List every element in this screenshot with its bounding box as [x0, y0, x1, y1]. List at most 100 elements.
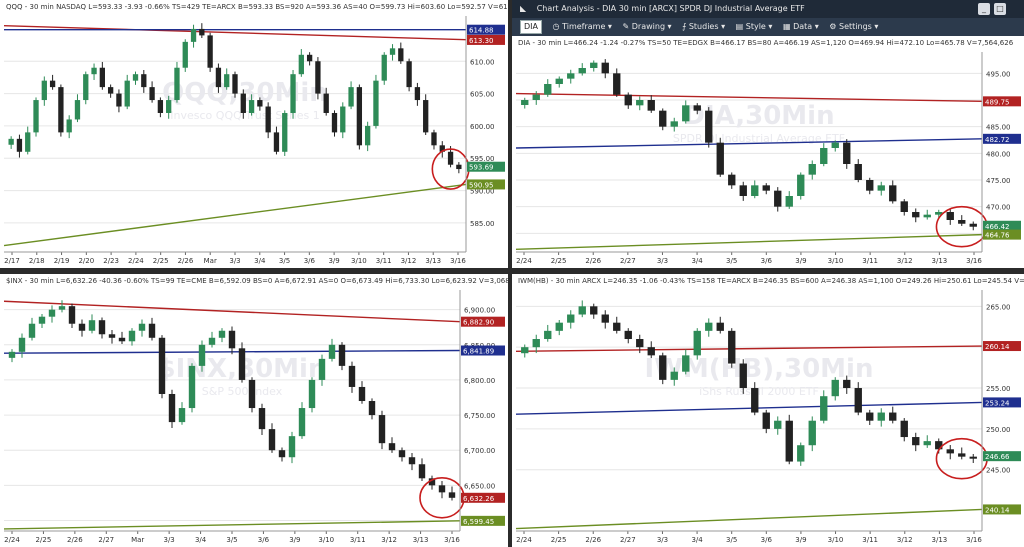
- dia-candle-body: [682, 105, 690, 122]
- qqq-candle-body: [141, 74, 147, 88]
- qqq-candle-body: [190, 28, 197, 42]
- dia-price-tag: [983, 96, 1021, 107]
- dia-candle-body: [751, 185, 759, 196]
- dia-chart-svg[interactable]: 465.00470.00475.00480.00485.00490.00495.…: [512, 0, 1024, 268]
- qqq-candle-body: [116, 93, 122, 107]
- iwm-chart-svg[interactable]: 245.00250.00255.00260.00265.00IWM(HB),30…: [512, 274, 1024, 547]
- spx-candle-body: [38, 316, 46, 324]
- iwm-ytick-label: 265.00: [986, 303, 1011, 311]
- iwm-candle-body: [820, 396, 828, 421]
- minimize-button[interactable]: _: [978, 3, 990, 15]
- qqq-candle-body: [207, 35, 213, 68]
- iwm-candle-body: [578, 306, 586, 315]
- iwm-xtick-label: 3/3: [657, 536, 668, 544]
- qqq-ytick-label: 590.00: [470, 188, 495, 196]
- dia-xtick-label: 3/13: [932, 257, 948, 265]
- iwm-watermark: IWM(HB),30Min: [645, 354, 874, 384]
- iwm-candle-body: [831, 379, 839, 397]
- dia-xtick-label: 2/26: [585, 257, 601, 265]
- spx-candle-body: [368, 401, 376, 416]
- dia-candle-body: [532, 94, 540, 100]
- spx-candle-body: [398, 450, 406, 458]
- qqq-xtick-label: 3/13: [425, 257, 441, 265]
- spx-ma-red-line: [3, 300, 461, 323]
- toolbar-data-label: Data: [793, 22, 813, 31]
- qqq-candle-body: [199, 28, 205, 36]
- qqq-candle-body: [240, 93, 246, 113]
- dia-candle-body: [866, 180, 874, 191]
- toolbar-drawing-label: Drawing: [631, 22, 666, 31]
- spx-candle-body: [248, 379, 256, 409]
- dia-candle-body: [831, 142, 839, 148]
- qqq-candle-body: [315, 61, 321, 94]
- iwm-price-tag-label: 246.66: [985, 453, 1010, 461]
- qqq-candle-body: [414, 87, 421, 101]
- qqq-candle-body: [398, 48, 404, 62]
- iwm-candle-body: [877, 412, 885, 421]
- spx-candle-body: [198, 344, 206, 366]
- qqq-ytick-label: 585.00: [470, 220, 495, 228]
- dia-chart-window[interactable]: ◣ Chart Analysis - DIA 30 min [ARCX] SPD…: [512, 0, 1024, 268]
- spx-chart-svg[interactable]: 6,600.006,650.006,700.006,750.006,800.00…: [0, 274, 508, 547]
- spx-candle-body: [158, 337, 166, 394]
- qqq-xtick-label: Mar: [204, 257, 217, 265]
- iwm-candle-body: [785, 420, 793, 462]
- spx-candle-body: [148, 323, 156, 338]
- qqq-chart-svg[interactable]: 585.00590.00595.00600.00605.00610.00QQQ,…: [0, 0, 508, 268]
- dia-candle-body: [647, 100, 655, 111]
- toolbar-data[interactable]: ▦ Data ▾: [783, 18, 819, 36]
- qqq-candle-body: [182, 41, 188, 68]
- qqq-price-tag: [467, 24, 505, 35]
- dia-candle-body: [923, 214, 931, 218]
- toolbar-settings[interactable]: ⚙ Settings ▾: [829, 18, 878, 36]
- qqq-candle-body: [423, 100, 429, 133]
- dia-candle-body: [946, 212, 954, 220]
- spx-candle-body: [268, 429, 276, 451]
- iwm-candle-body: [636, 339, 644, 348]
- iwm-chart-panel[interactable]: IWM(HB) - 30 min ARCX L=246.35 -1.06 -0.…: [512, 274, 1024, 547]
- iwm-candle-body: [716, 322, 724, 331]
- toolbar-drawing[interactable]: ✎ Drawing ▾: [623, 18, 672, 36]
- spx-chart-panel[interactable]: $INX - 30 min L=6,632.26 -40.36 -0.60% T…: [0, 274, 508, 547]
- toolbar-style-label: Style: [745, 22, 766, 31]
- spx-price-tag: [461, 316, 505, 327]
- iwm-candle-body: [590, 306, 598, 315]
- iwm-xtick-label: 3/10: [828, 536, 844, 544]
- iwm-ytick-label: 255.00: [986, 385, 1011, 393]
- spx-candle-body: [28, 323, 36, 338]
- qqq-price-tag-label: 613.30: [469, 37, 494, 45]
- dia-ma-green-line: [515, 233, 983, 251]
- spx-ytick-label: 6,700.00: [464, 447, 495, 455]
- dia-candle-body: [659, 110, 667, 127]
- spx-candle-body: [8, 351, 16, 358]
- spx-candle-body: [328, 344, 336, 359]
- iwm-subtitle: iShs Russell 2000 ETF: [699, 385, 819, 398]
- iwm-candle-body: [555, 322, 563, 331]
- dia-candle-body: [578, 68, 586, 74]
- iwm-xtick-label: 3/9: [795, 536, 806, 544]
- iwm-candle-body: [843, 379, 851, 389]
- iwm-xtick-label: 2/24: [516, 536, 532, 544]
- qqq-chart-panel[interactable]: QQQ - 30 min NASDAQ L=593.33 -3.93 -0.66…: [0, 0, 508, 268]
- qqq-price-tag: [467, 179, 505, 190]
- iwm-xtick-label: 3/4: [691, 536, 703, 544]
- spx-candle-body: [78, 323, 86, 331]
- iwm-candle-body: [682, 355, 690, 372]
- toolbar-style[interactable]: ▤ Style ▾: [736, 18, 773, 36]
- dia-candle-body: [958, 220, 966, 224]
- toolbar-timeframe[interactable]: ◷ Timeframe ▾: [553, 18, 612, 36]
- spx-subtitle: S&P 500 Index: [202, 385, 283, 398]
- maximize-button[interactable]: □: [994, 3, 1006, 15]
- window-title-bar[interactable]: ◣ Chart Analysis - DIA 30 min [ARCX] SPD…: [512, 0, 1024, 18]
- toolbar-studies[interactable]: ⨍ Studies ▾: [682, 18, 725, 36]
- qqq-candle-body: [456, 164, 462, 170]
- spx-candle-body: [438, 485, 446, 493]
- qqq-candle-body: [8, 138, 14, 145]
- qqq-candle-body: [406, 61, 412, 88]
- dia-highlight-circle: [935, 205, 988, 248]
- dia-candle-body: [705, 110, 713, 143]
- dia-candle-body: [670, 121, 678, 127]
- spx-xtick-label: 3/12: [381, 536, 397, 544]
- symbol-field[interactable]: DIA: [520, 20, 542, 34]
- spx-candle-body: [318, 358, 326, 380]
